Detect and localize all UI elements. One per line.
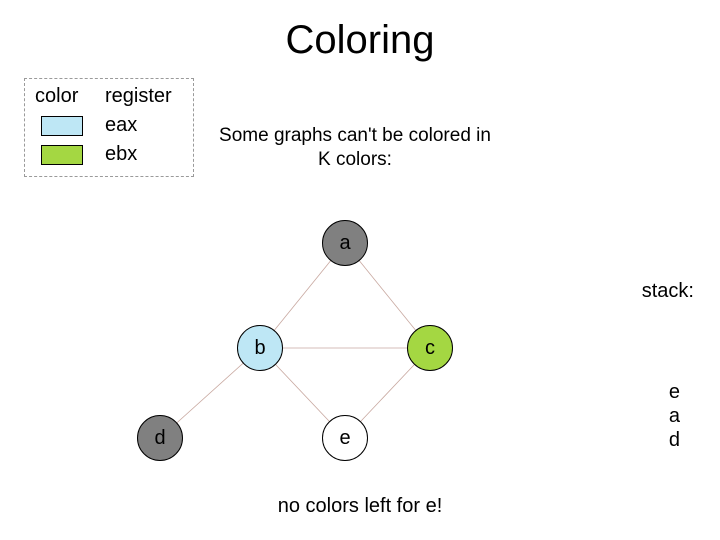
- stack-item: a: [669, 404, 680, 428]
- legend-col-color: color: [35, 85, 105, 108]
- node-d: d: [137, 415, 183, 461]
- legend-row-ebx: ebx: [35, 143, 183, 166]
- legend-row-eax: eax: [35, 114, 183, 137]
- swatch-eax: [41, 116, 83, 136]
- swatch-ebx: [41, 145, 83, 165]
- legend-label-eax: eax: [105, 114, 137, 137]
- legend-col-register: register: [105, 85, 172, 108]
- stack-items: ead: [669, 380, 680, 452]
- legend-label-ebx: ebx: [105, 143, 137, 166]
- subtitle-text: Some graphs can't be colored in K colors…: [215, 124, 495, 172]
- footer-message: no colors left for e!: [0, 495, 720, 518]
- node-b: b: [237, 325, 283, 371]
- graph-canvas: a b c d e: [90, 210, 510, 470]
- legend-header: color register: [35, 85, 183, 108]
- stack-item: d: [669, 428, 680, 452]
- node-c: c: [407, 325, 453, 371]
- stack-item: e: [669, 380, 680, 404]
- stack-label: stack:: [642, 280, 694, 303]
- node-a: a: [322, 220, 368, 266]
- legend-box: color register eax ebx: [24, 78, 194, 177]
- node-e: e: [322, 415, 368, 461]
- page-title: Coloring: [0, 18, 720, 63]
